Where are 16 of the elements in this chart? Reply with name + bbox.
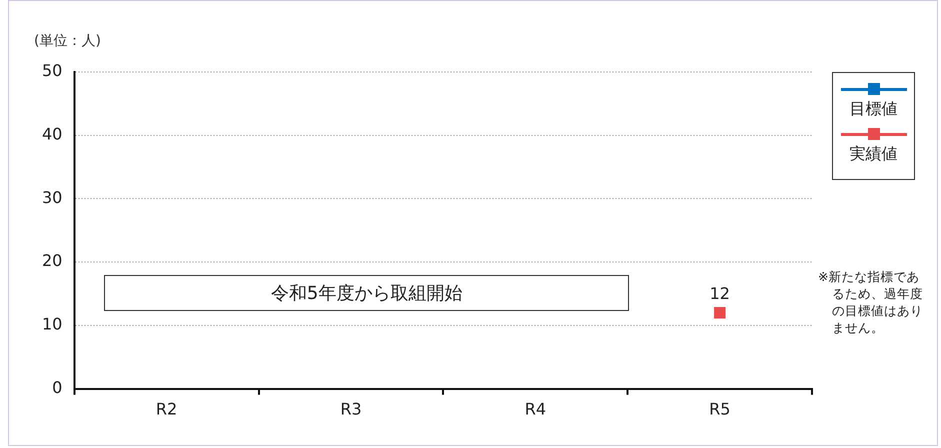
x-tick-label: R2 — [156, 400, 178, 419]
y-tick-label: 40 — [42, 124, 62, 144]
legend-label: 実績値 — [850, 144, 898, 165]
data-label: 12 — [710, 284, 730, 303]
x-tick-label: R3 — [340, 400, 362, 419]
y-tick-label: 50 — [42, 61, 62, 80]
text: ※新たな指標であるため、過年度の目標値はありません。 — [818, 268, 924, 336]
legend-label: 目標値 — [850, 99, 898, 120]
y-tick-label: 30 — [42, 188, 62, 207]
x-tick-label: R4 — [524, 400, 546, 419]
y-tick-label: 20 — [42, 251, 62, 270]
y-tick-label: 10 — [42, 314, 62, 334]
y-axis-title: (単位：人) — [34, 32, 101, 50]
text-frame: 令和5年度から取組開始 — [104, 274, 630, 312]
y-tick-label: 0 — [52, 378, 62, 397]
x-tick-label: R5 — [709, 400, 730, 419]
